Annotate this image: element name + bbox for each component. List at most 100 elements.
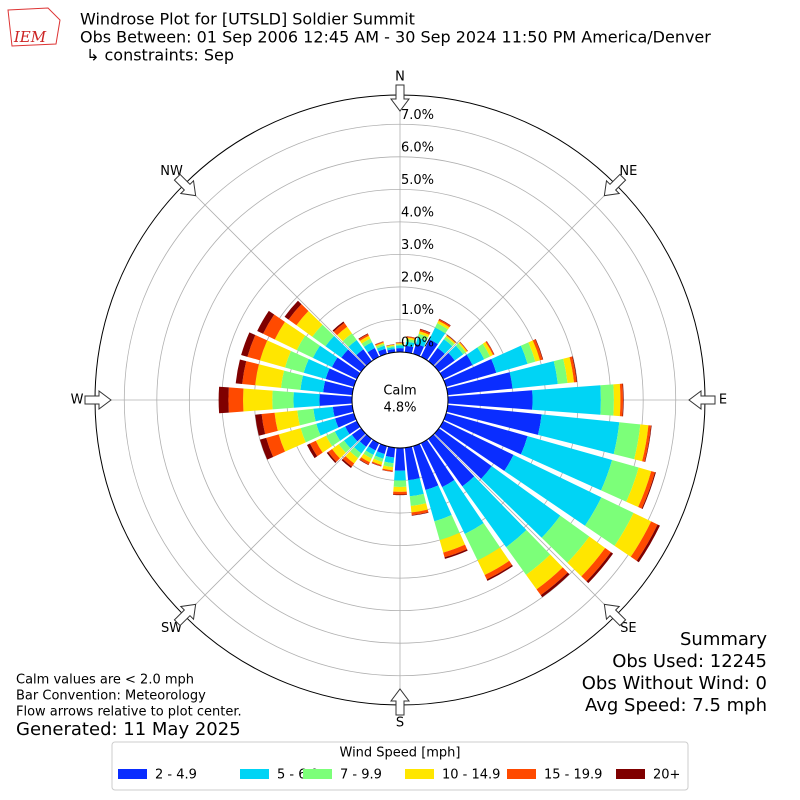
wind-bar <box>386 344 395 348</box>
radial-grid <box>184 433 367 616</box>
wind-bar <box>363 342 375 353</box>
wind-bar <box>443 358 497 387</box>
flow-arrow <box>688 390 716 410</box>
wind-bar <box>435 323 449 334</box>
wind-bar <box>563 357 574 383</box>
flow-arrow <box>603 173 627 197</box>
wind-bar <box>459 341 468 352</box>
wind-bar <box>374 451 385 459</box>
legend-swatch <box>507 769 536 779</box>
wind-bar <box>356 349 372 366</box>
summary: Avg Speed: 7.5 mph <box>585 695 767 716</box>
wind-bar <box>235 359 247 384</box>
wind-bar <box>444 549 468 559</box>
wind-bar <box>644 425 652 463</box>
wind-bar <box>434 514 460 541</box>
wind-bar <box>406 336 416 339</box>
wind-bar <box>325 335 349 358</box>
wind-bar <box>393 491 407 495</box>
wind-bar <box>313 406 335 422</box>
wind-bar <box>367 347 380 361</box>
wind-bar <box>218 386 229 414</box>
wind-bar <box>359 335 371 344</box>
wind-bar <box>434 352 455 372</box>
wind-bar <box>312 324 335 347</box>
wind-bar <box>296 335 320 358</box>
wind-bar <box>464 523 501 561</box>
legend-label: 7 - 9.9 <box>340 768 382 783</box>
wind-bar <box>261 412 278 435</box>
wind-bar <box>331 357 361 380</box>
wind-bar <box>410 503 428 513</box>
wind-bar <box>417 333 429 341</box>
wind-bar <box>600 384 614 416</box>
wind-bar <box>405 341 415 348</box>
wind-bar <box>446 372 513 396</box>
wind-bar <box>383 461 394 468</box>
wind-bar <box>274 321 306 351</box>
wind-bar <box>532 339 543 361</box>
wind-bar <box>395 342 405 344</box>
wind-bar <box>393 494 407 496</box>
wind-bar <box>335 413 357 428</box>
wind-bar <box>439 420 514 471</box>
wind-bar <box>458 342 468 353</box>
wind-bar <box>241 332 256 357</box>
wind-bar <box>243 388 273 412</box>
wind-bar <box>284 350 309 373</box>
wind-bar <box>462 476 527 548</box>
wind-bar <box>448 345 464 361</box>
radial-grid <box>433 184 616 367</box>
wind-bar <box>438 319 451 328</box>
wind-bar <box>375 342 385 347</box>
wind-bar <box>272 390 294 410</box>
r-tick-label: 0.0% <box>401 336 434 351</box>
legend-label: 20+ <box>653 768 680 783</box>
wind-bar <box>509 361 558 389</box>
wind-bar <box>394 447 406 471</box>
wind-bar <box>415 337 427 347</box>
wind-bar <box>326 451 337 463</box>
wind-bar <box>619 383 624 417</box>
wind-bar <box>386 344 395 347</box>
wind-bar <box>363 450 374 459</box>
wind-bar <box>569 356 577 383</box>
wind-bar <box>394 470 406 481</box>
wind-bar <box>443 413 528 455</box>
note: Bar Convention: Meteorology <box>16 689 206 704</box>
wind-bar <box>437 320 450 330</box>
wind-bar <box>466 347 485 365</box>
wind-bar <box>630 521 658 561</box>
wind-bar <box>326 431 341 447</box>
wind-bar <box>481 466 561 538</box>
wind-bar <box>536 567 568 596</box>
flow-arrow <box>390 688 410 716</box>
wind-bar <box>278 428 306 452</box>
note: Flow arrows relative to plot center. <box>16 705 242 720</box>
wind-bar <box>345 451 359 464</box>
wind-bar <box>374 341 384 345</box>
legend-label: 2 - 4.9 <box>155 768 197 783</box>
wind-bar <box>349 447 362 459</box>
wind-bar <box>439 532 466 553</box>
wind-bar <box>404 446 420 481</box>
wind-bar <box>408 478 424 497</box>
wind-bar <box>485 341 495 356</box>
logo: IEM <box>7 7 61 47</box>
legend-label: 10 - 14.9 <box>442 768 500 783</box>
wind-bar <box>419 329 431 335</box>
wind-bar <box>345 420 361 435</box>
wind-bar <box>395 343 405 345</box>
flow-arrow <box>173 173 197 197</box>
wind-bar <box>247 334 268 361</box>
wind-bar <box>540 572 570 598</box>
wind-bar <box>486 564 513 581</box>
wind-bar <box>332 321 345 332</box>
wind-bar <box>303 358 330 379</box>
wind-bar <box>420 439 455 488</box>
r-tick-label: 3.0% <box>401 238 434 253</box>
note: Calm values are < 2.0 mph <box>16 673 194 688</box>
wind-bar <box>443 544 468 558</box>
flow-arrow <box>390 84 410 112</box>
